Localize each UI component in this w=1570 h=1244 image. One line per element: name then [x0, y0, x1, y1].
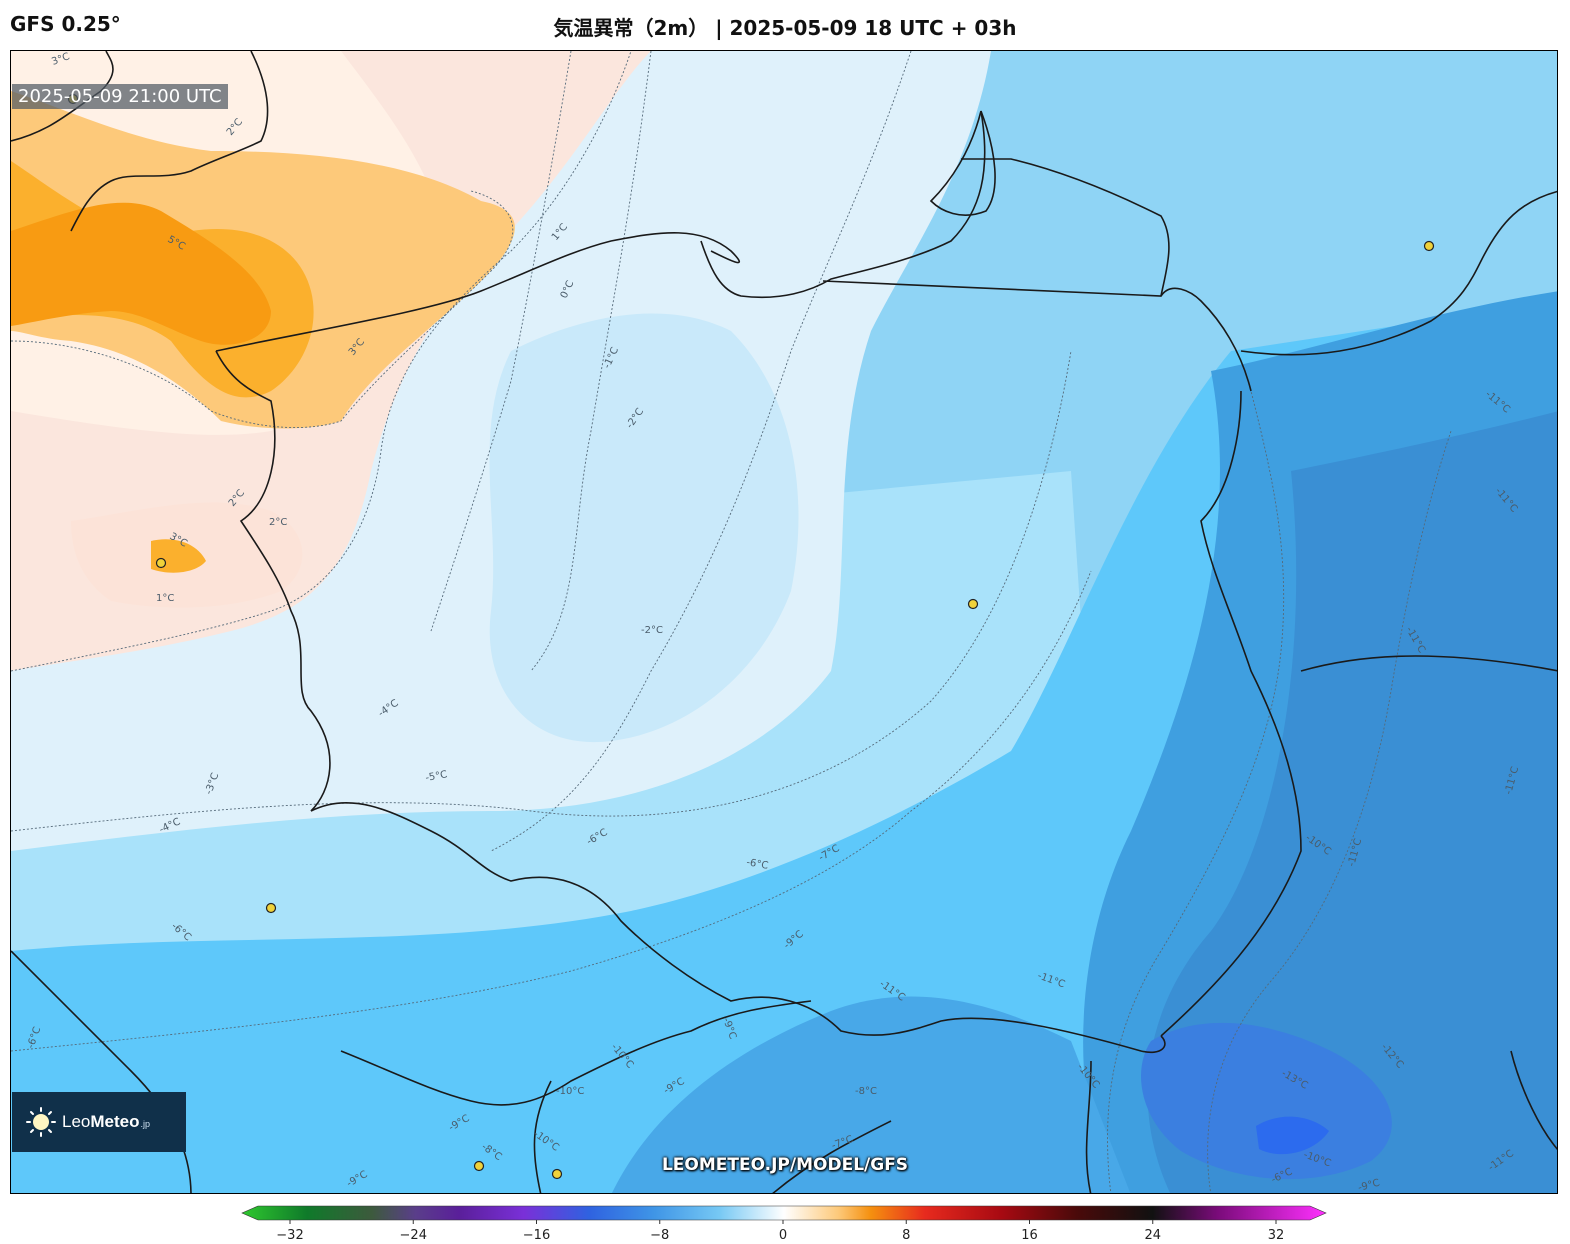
colorbar-tick-label: −32 — [276, 1228, 303, 1243]
border-lower-center — [772, 1120, 892, 1193]
border-east-south — [1085, 1060, 1092, 1193]
border-far-east — [1510, 1050, 1557, 1150]
logo-wordmark: LeoMeteo.jp — [62, 1112, 150, 1132]
valid-time-badge: 2025-05-09 21:00 UTC — [12, 84, 228, 109]
band-minus-1 — [489, 313, 799, 743]
contour-label: 1°C — [156, 593, 174, 604]
contour-plus-3 — [11, 190, 514, 429]
colorbar-bar — [241, 1205, 1327, 1221]
border-north-east — [822, 280, 1252, 392]
city-marker — [1423, 240, 1435, 252]
border-ukraine — [1300, 655, 1557, 672]
source-watermark: LEOMETEO.JP/MODEL/GFS — [661, 1155, 909, 1175]
contour-label: -8°C — [855, 1086, 877, 1097]
contour-label: -6°C — [745, 857, 769, 872]
colorbar-tick-label: 32 — [1268, 1228, 1285, 1243]
logo-light: Leo — [62, 1112, 91, 1131]
city-marker — [155, 557, 167, 569]
colorbar: −32 −24 −16 −8 0 8 16 24 32 — [241, 1205, 1327, 1243]
border-baltic — [215, 232, 740, 352]
border-slovakia — [340, 1000, 812, 1106]
city-marker — [265, 902, 277, 914]
model-label: GFS 0.25° — [10, 12, 121, 36]
colorbar-tick-label: 8 — [902, 1228, 910, 1243]
border-west-river — [215, 350, 331, 812]
border-east-north — [1240, 190, 1557, 356]
logo-suffix: .jp — [140, 1119, 151, 1129]
colorbar-tick-label: −24 — [400, 1228, 427, 1243]
anomaly-map: 3°C 2°C 5°C 3°C 1°C 0°C -1°C -2°C 2°C 3°… — [11, 51, 1557, 1194]
border-lower-south — [11, 950, 192, 1193]
city-marker — [551, 1168, 563, 1180]
chart-title: 気温異常（2m） | 2025-05-09 18 UTC + 03h — [553, 16, 1017, 40]
colorbar-tick-label: −8 — [650, 1228, 669, 1243]
leometeo-logo[interactable]: LeoMeteo.jp — [12, 1092, 186, 1152]
logo-bold: Meteo — [90, 1112, 140, 1131]
border-kaliningrad — [961, 158, 1170, 297]
contour-label: -2°C — [641, 625, 663, 636]
contour-minus-7 — [11, 570, 1092, 1052]
contour-minus-11 — [1207, 430, 1452, 1193]
contour-lines — [11, 51, 1452, 1193]
city-markers — [67, 93, 1435, 1180]
band-minus-11 — [1147, 411, 1557, 1193]
contour-minus-2 — [490, 51, 912, 852]
map-area[interactable]: 3°C 2°C 5°C 3°C 1°C 0°C -1°C -2°C 2°C 3°… — [10, 50, 1558, 1194]
contour-0 — [430, 51, 572, 632]
border-coast-east — [700, 110, 986, 299]
colorbar-tick-label: 24 — [1144, 1228, 1161, 1243]
colorbar-tick-label: −16 — [523, 1228, 550, 1243]
city-marker — [473, 1160, 485, 1172]
border-south-mountains — [310, 802, 1166, 1054]
contour-label: 2°C — [269, 517, 287, 528]
contour-minus-10 — [1107, 390, 1285, 1193]
band-minus-12 — [1141, 1022, 1392, 1180]
contour-minus-1 — [530, 51, 652, 672]
contour-minus-5 — [11, 350, 1072, 832]
border-hungary — [533, 1080, 552, 1193]
colorbar-ticks: −32 −24 −16 −8 0 8 16 24 32 — [276, 1220, 1284, 1243]
band-plus-5 — [11, 202, 271, 345]
band-minus-10-south — [612, 996, 1131, 1193]
contour-label: -5°C — [425, 769, 449, 784]
country-borders — [11, 51, 1557, 1193]
colorbar-tick-label: 0 — [779, 1228, 787, 1243]
sun-icon — [26, 1107, 56, 1137]
band-minus-13 — [1256, 1116, 1329, 1155]
colorbar-tick-label: 16 — [1021, 1228, 1038, 1243]
city-marker — [967, 598, 979, 610]
border-south-east — [1160, 390, 1302, 1037]
border-west-1 — [70, 51, 269, 232]
contour-label: -9°C — [1357, 1178, 1381, 1194]
contour-label: -10°C — [556, 1086, 584, 1097]
